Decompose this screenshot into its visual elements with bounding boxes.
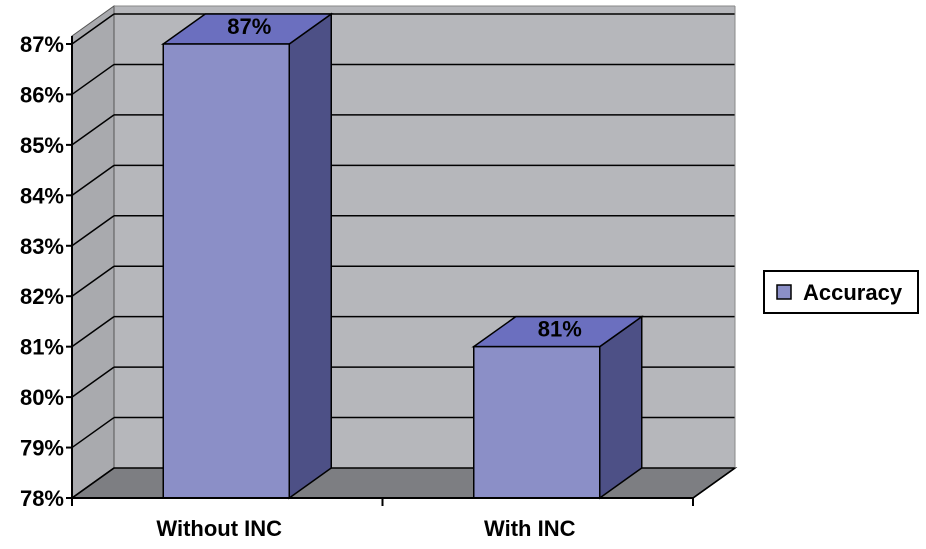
y-tick-label: 85% xyxy=(20,133,64,158)
y-tick-label: 79% xyxy=(20,436,64,461)
x-category-label: With INC xyxy=(484,516,576,541)
bar-1 xyxy=(474,317,642,498)
y-tick-label: 83% xyxy=(20,234,64,259)
y-tick-label: 84% xyxy=(20,183,64,208)
y-tick-label: 80% xyxy=(20,385,64,410)
y-tick-label: 78% xyxy=(20,486,64,511)
bar-side xyxy=(289,14,331,498)
data-label: 81% xyxy=(538,317,582,342)
y-tick-label: 87% xyxy=(20,32,64,57)
bar-side xyxy=(600,317,642,498)
y-tick-label: 82% xyxy=(20,284,64,309)
y-tick-label: 81% xyxy=(20,335,64,360)
y-axis: 78% 79% 80% 81% 82% 83% 84% 85% 86% 87% xyxy=(20,32,72,511)
bar-0 xyxy=(163,14,331,498)
legend-label-accuracy: Accuracy xyxy=(803,280,903,305)
legend-swatch-accuracy xyxy=(777,285,791,299)
y-tick-label: 86% xyxy=(20,82,64,107)
x-category-label: Without INC xyxy=(156,516,282,541)
legend[interactable]: Accuracy xyxy=(764,271,918,313)
bar-front xyxy=(163,44,289,498)
bar-front xyxy=(474,347,600,498)
data-label: 87% xyxy=(227,14,271,39)
